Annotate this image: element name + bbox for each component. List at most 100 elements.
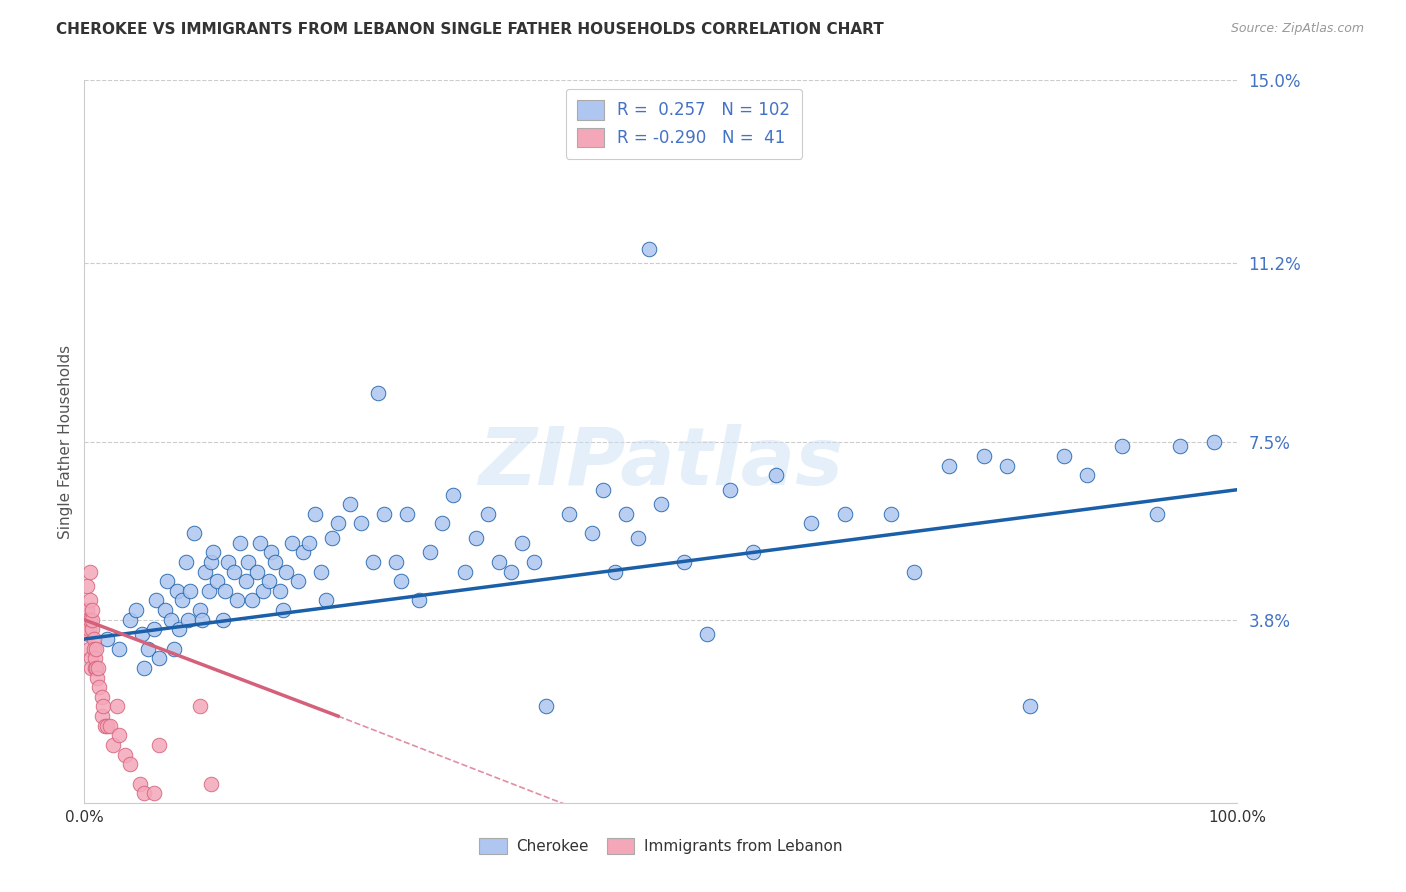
Point [367,386,389,401]
Point [80,661,103,675]
Point [160,613,183,627]
Point [938,458,960,473]
Point [592,483,614,497]
Y-axis label: Single Father Households: Single Father Households [58,344,73,539]
Point [156,574,179,589]
Point [202,545,225,559]
Point [198,583,221,598]
Point [224,565,246,579]
Point [142,786,165,800]
Point [90,709,112,723]
Point [153,603,176,617]
Point [672,555,695,569]
Point [1018,699,1040,714]
Point [534,699,557,714]
Point [145,593,167,607]
Point [1204,434,1226,449]
Point [903,565,925,579]
Point [326,516,349,531]
Point [465,531,488,545]
Point [188,603,211,617]
Point [179,583,201,598]
Point [800,516,823,531]
Text: CHEROKEE VS IMMIGRANTS FROM LEBANON SINGLE FATHER HOUSEHOLDS CORRELATION CHART: CHEROKEE VS IMMIGRANTS FROM LEBANON SING… [56,22,884,37]
Point [235,574,257,589]
Point [1111,439,1133,453]
Point [105,699,128,714]
Point [77,641,100,656]
Point [1076,468,1098,483]
Point [236,555,259,569]
Point [194,565,217,579]
Point [200,555,222,569]
Point [77,623,100,637]
Point [163,641,186,656]
Point [523,555,546,569]
Point [350,516,373,531]
Point [79,613,101,627]
Point [1146,507,1168,521]
Point [83,632,105,646]
Point [246,565,269,579]
Point [128,776,150,790]
Point [84,661,107,675]
Point [315,593,337,607]
Point [408,593,430,607]
Legend: Cherokee, Immigrants from Lebanon: Cherokee, Immigrants from Lebanon [474,832,848,860]
Point [1168,439,1191,453]
Point [167,623,190,637]
Point [638,242,661,256]
Point [614,507,637,521]
Point [75,613,97,627]
Point [205,574,228,589]
Point [834,507,856,521]
Point [309,565,332,579]
Point [84,641,107,656]
Point [880,507,903,521]
Point [696,627,718,641]
Point [229,535,252,549]
Point [321,531,343,545]
Point [488,555,510,569]
Point [292,545,315,559]
Point [191,613,214,627]
Point [125,603,148,617]
Point [82,623,104,637]
Point [89,680,111,694]
Point [142,623,165,637]
Point [82,613,104,627]
Point [499,565,522,579]
Point [200,776,222,790]
Point [557,507,579,521]
Point [995,458,1018,473]
Point [174,555,197,569]
Point [120,757,142,772]
Point [718,483,741,497]
Point [298,535,321,549]
Point [512,535,534,549]
Point [271,603,294,617]
Point [287,574,309,589]
Point [742,545,765,559]
Point [103,738,124,752]
Point [281,535,304,549]
Point [257,574,280,589]
Point [134,786,156,800]
Point [108,728,131,742]
Point [240,593,263,607]
Point [76,627,98,641]
Point [83,651,105,665]
Point [83,641,105,656]
Text: ZIPatlas: ZIPatlas [478,425,844,502]
Point [76,613,98,627]
Point [120,613,142,627]
Point [454,565,477,579]
Point [136,641,159,656]
Point [76,579,98,593]
Point [603,565,626,579]
Point [252,583,274,598]
Point [269,583,291,598]
Point [361,555,384,569]
Point [263,555,285,569]
Point [339,497,361,511]
